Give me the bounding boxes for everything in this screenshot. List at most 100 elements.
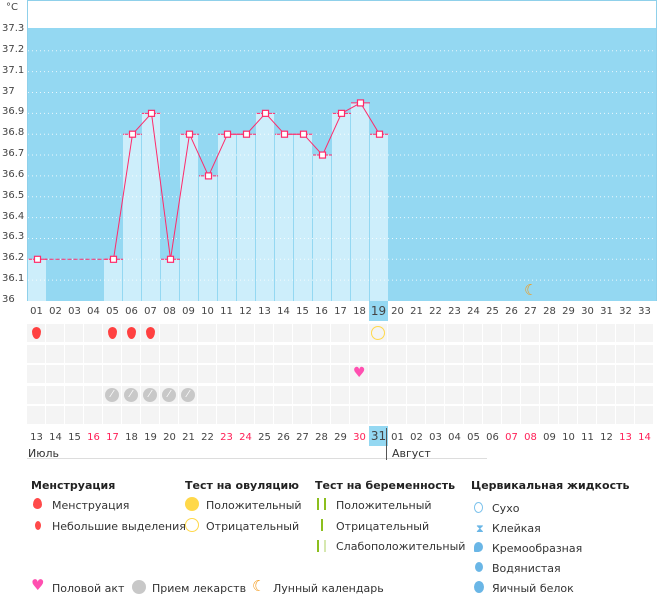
symptom-cell[interactable] (65, 385, 83, 404)
cycle-day-label[interactable]: 09 (182, 306, 195, 317)
cycle-day-label[interactable]: 03 (68, 306, 81, 317)
symptom-cell[interactable] (426, 324, 444, 342)
cycle-day-label[interactable]: 21 (410, 306, 423, 317)
symptom-cell[interactable] (388, 344, 406, 363)
symptom-cell[interactable] (616, 324, 634, 342)
cycle-day-label[interactable]: 17 (334, 306, 347, 317)
symptom-cell[interactable] (369, 385, 387, 404)
symptom-cell[interactable] (483, 406, 501, 424)
symptom-cell[interactable] (103, 406, 121, 424)
cycle-day-label[interactable]: 27 (524, 306, 537, 317)
symptom-cell[interactable] (540, 344, 558, 363)
calendar-date[interactable]: 22 (201, 432, 214, 443)
calendar-date[interactable]: 14 (49, 432, 62, 443)
symptom-cell[interactable] (27, 344, 45, 363)
symptom-cell[interactable] (426, 406, 444, 424)
symptom-cell[interactable] (84, 324, 102, 342)
symptom-cell[interactable] (122, 344, 140, 363)
symptom-cell[interactable] (616, 365, 634, 383)
cycle-day-label[interactable]: 12 (239, 306, 252, 317)
cycle-day-label[interactable]: 26 (505, 306, 518, 317)
symptom-cell[interactable] (141, 344, 159, 363)
symptom-cell[interactable] (635, 406, 653, 424)
symptom-cell[interactable] (274, 385, 292, 404)
cycle-day-label[interactable]: 32 (619, 306, 632, 317)
cycle-day-label[interactable]: 33 (638, 306, 651, 317)
cycle-day-label[interactable]: 23 (448, 306, 461, 317)
cycle-day-label[interactable]: 19 (369, 301, 388, 321)
symptom-cell[interactable] (521, 385, 539, 404)
symptom-cell[interactable] (559, 365, 577, 383)
symptom-cell[interactable] (236, 344, 254, 363)
symptom-cell[interactable] (122, 406, 140, 424)
symptom-cell[interactable] (141, 406, 159, 424)
calendar-date[interactable]: 12 (600, 432, 613, 443)
cycle-day-label[interactable]: 15 (296, 306, 309, 317)
symptom-cell[interactable] (331, 365, 349, 383)
symptom-cell[interactable] (236, 365, 254, 383)
symptom-cell[interactable] (46, 344, 64, 363)
symptom-cell[interactable] (521, 406, 539, 424)
symptom-cell[interactable] (27, 365, 45, 383)
symptom-cell[interactable] (464, 365, 482, 383)
symptom-cell[interactable] (464, 385, 482, 404)
calendar-date[interactable]: 17 (106, 432, 119, 443)
symptom-cell[interactable] (198, 385, 216, 404)
symptom-cell[interactable] (445, 365, 463, 383)
symptom-cell[interactable] (597, 385, 615, 404)
symptom-cell[interactable] (293, 385, 311, 404)
symptom-cell[interactable] (426, 365, 444, 383)
symptom-cell[interactable] (293, 406, 311, 424)
symptom-cell[interactable] (27, 385, 45, 404)
symptom-cell[interactable] (540, 324, 558, 342)
symptom-cell[interactable] (160, 344, 178, 363)
calendar-date[interactable]: 11 (581, 432, 594, 443)
symptom-cell[interactable] (65, 344, 83, 363)
symptom-cell[interactable] (255, 406, 273, 424)
symptom-cell[interactable] (217, 385, 235, 404)
calendar-date[interactable]: 13 (619, 432, 632, 443)
calendar-date[interactable]: 02 (410, 432, 423, 443)
cycle-day-label[interactable]: 13 (258, 306, 271, 317)
symptom-cell[interactable] (407, 406, 425, 424)
calendar-date[interactable]: 26 (277, 432, 290, 443)
symptom-cell[interactable] (445, 344, 463, 363)
symptom-cell[interactable] (388, 324, 406, 342)
symptom-cell[interactable] (635, 324, 653, 342)
symptom-cell[interactable] (445, 385, 463, 404)
symptom-cell[interactable] (369, 406, 387, 424)
symptom-cell[interactable] (597, 406, 615, 424)
symptom-cell[interactable] (407, 385, 425, 404)
symptom-cell[interactable] (312, 324, 330, 342)
symptom-cell[interactable] (217, 324, 235, 342)
symptom-cell[interactable] (502, 385, 520, 404)
symptom-cell[interactable] (597, 344, 615, 363)
symptom-cell[interactable] (255, 365, 273, 383)
symptom-cell[interactable] (46, 385, 64, 404)
symptom-cell[interactable] (426, 385, 444, 404)
symptom-cell[interactable] (521, 324, 539, 342)
symptom-cell[interactable] (103, 344, 121, 363)
symptom-cell[interactable] (350, 344, 368, 363)
cycle-day-label[interactable]: 22 (429, 306, 442, 317)
symptom-cell[interactable] (350, 385, 368, 404)
cycle-day-label[interactable]: 31 (600, 306, 613, 317)
symptom-cell[interactable] (578, 406, 596, 424)
symptom-cell[interactable] (312, 344, 330, 363)
cycle-day-label[interactable]: 05 (106, 306, 119, 317)
symptom-cell[interactable] (179, 344, 197, 363)
symptom-cell[interactable] (559, 344, 577, 363)
symptom-cell[interactable] (483, 365, 501, 383)
cycle-day-label[interactable]: 18 (353, 306, 366, 317)
symptom-cell[interactable] (65, 324, 83, 342)
cycle-day-label[interactable]: 14 (277, 306, 290, 317)
symptom-cell[interactable] (388, 365, 406, 383)
calendar-date[interactable]: 13 (30, 432, 43, 443)
cycle-day-label[interactable]: 28 (543, 306, 556, 317)
symptom-cell[interactable] (179, 365, 197, 383)
symptom-cell[interactable] (179, 406, 197, 424)
cycle-day-label[interactable]: 02 (49, 306, 62, 317)
symptom-cell[interactable] (179, 324, 197, 342)
symptom-cell[interactable] (483, 344, 501, 363)
symptom-cell[interactable] (521, 365, 539, 383)
